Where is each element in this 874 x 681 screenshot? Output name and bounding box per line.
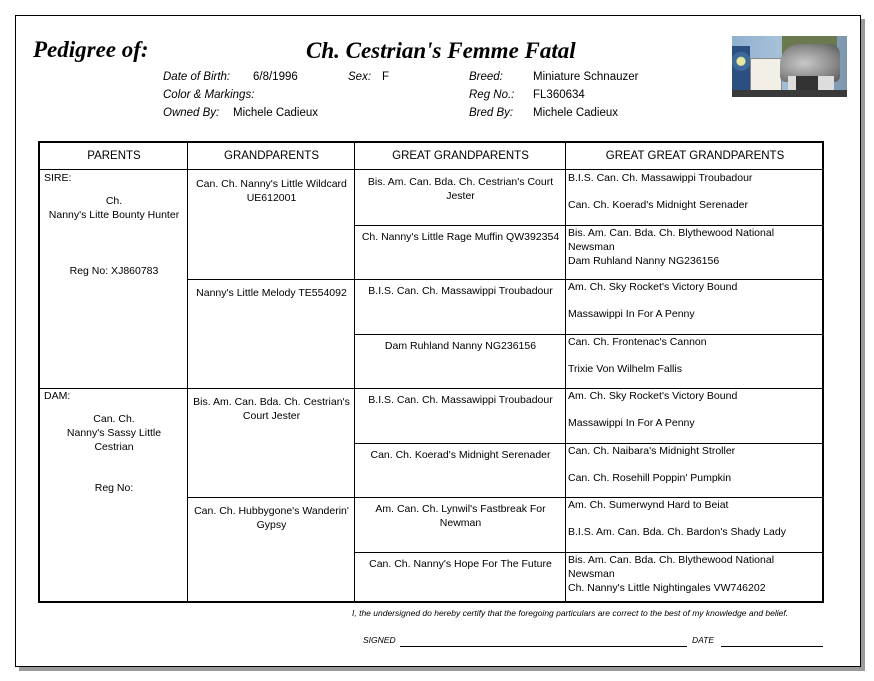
ancestor-name: Trixie Von Wilhelm Fallis bbox=[568, 363, 682, 375]
ancestor-name: B.I.S. Am. Can. Bda. Ch. Bardon's Shady … bbox=[568, 526, 786, 538]
sex-value: F bbox=[382, 71, 390, 83]
grandparent-cell: Nanny's Little Melody TE554092 bbox=[196, 287, 347, 299]
parent-reg: Reg No: bbox=[94, 482, 134, 494]
great-grandparent-cell: B.I.S. Can. Ch. Massawippi Troubadour bbox=[368, 394, 553, 406]
signature-line[interactable] bbox=[400, 646, 687, 647]
color-label: Color & Markings: bbox=[163, 89, 255, 101]
ancestor-name: B.I.S. Can. Ch. Massawippi Troubadour bbox=[568, 172, 753, 184]
reg-label: Reg No.: bbox=[469, 89, 515, 101]
schnauzer-photo-icon bbox=[732, 36, 847, 97]
ancestor-name: Bis. Am. Can. Bda. Ch. Blythewood Nation… bbox=[568, 554, 775, 580]
pedigree-page bbox=[15, 15, 861, 667]
parent-title: Can. Ch. bbox=[93, 413, 135, 425]
grandparent-cell: Can. Ch. Hubbygone's Wanderin' Gypsy bbox=[194, 505, 349, 531]
owned-label: Owned By: bbox=[163, 107, 220, 119]
parent-role: DAM: bbox=[44, 390, 71, 402]
great-grandparent-cell: B.I.S. Can. Ch. Massawippi Troubadour bbox=[368, 285, 553, 297]
reg-value: FL360634 bbox=[533, 89, 585, 101]
ancestor-name: Can. Ch. Naibara's Midnight Stroller bbox=[568, 445, 736, 457]
great-great-grandparent-cell: Am. Ch. Sumerwynd Hard to Beiat B.I.S. Am… bbox=[566, 497, 824, 552]
great-grandparent-cell: Bis. Am. Can. Bda. Ch. Cestrian's Court … bbox=[367, 176, 554, 202]
signed-label: SIGNED bbox=[363, 635, 396, 645]
parent-cell: SIRE: Ch. Nanny's Litte Bounty Hunter Reg N… bbox=[40, 170, 188, 388]
date-label: DATE bbox=[692, 635, 715, 645]
pedigree-table: PARENTS GRANDPARENTS GREAT GRANDPARENTS … bbox=[38, 141, 824, 603]
ancestor-name: Am. Ch. Sumerwynd Hard to Beiat bbox=[568, 499, 729, 511]
pedigree-label: Pedigree of: bbox=[33, 37, 149, 62]
ancestor-name: Can. Ch. Rosehill Poppin' Pumpkin bbox=[568, 472, 732, 484]
great-great-grandparent-cell: B.I.S. Can. Ch. Massawippi Troubadour Can… bbox=[566, 170, 824, 225]
great-grandparent-cell: Ch. Nanny's Little Rage Muffin QW392354 bbox=[361, 231, 560, 243]
ancestor-name: Ch. Nanny's Little Nightingales VW746202 bbox=[568, 582, 766, 594]
parent-reg: Reg No: XJ860783 bbox=[69, 265, 159, 277]
ancestor-name: Bis. Am. Can. Bda. Ch. Blythewood Nation… bbox=[568, 227, 775, 253]
certification-text: I, the undersigned do hereby certify tha… bbox=[352, 608, 789, 618]
great-great-grandparent-cell: Am. Ch. Sky Rocket's Victory Bound Massaw… bbox=[566, 279, 824, 334]
great-grandparent-cell: Am. Can. Ch. Lynwil's Fastbreak For Newm… bbox=[375, 503, 546, 529]
breed-label: Breed: bbox=[469, 71, 503, 83]
dog-name: Ch. Cestrian's Femme Fatal bbox=[306, 38, 576, 63]
great-great-grandparent-cell: Am. Ch. Sky Rocket's Victory Bound Massaw… bbox=[566, 388, 824, 443]
parent-name: Nanny's Sassy Little Cestrian bbox=[66, 427, 162, 453]
owned-value: Michele Cadieux bbox=[233, 107, 319, 119]
sex-label: Sex: bbox=[348, 71, 372, 83]
parent-title: Ch. bbox=[105, 195, 123, 207]
dob-value: 6/8/1996 bbox=[253, 71, 298, 83]
great-great-grandparent-cell: Bis. Am. Can. Bda. Ch. Blythewood Nation… bbox=[566, 225, 824, 280]
header-grandparents: GRANDPARENTS bbox=[188, 143, 355, 170]
great-grandparent-cell: Can. Ch. Nanny's Hope For The Future bbox=[369, 558, 552, 570]
header-great-grandparents: GREAT GRANDPARENTS bbox=[355, 143, 566, 170]
parent-cell: DAM: Can. Ch. Nanny's Sassy Little Cestria… bbox=[40, 388, 188, 606]
great-great-grandparent-cell: Can. Ch. Naibara's Midnight Stroller Can.… bbox=[566, 443, 824, 498]
grandparent-cell: Can. Ch. Nanny's Little Wildcard UE61200… bbox=[196, 178, 347, 204]
header-parents: PARENTS bbox=[40, 143, 188, 170]
parent-role: SIRE: bbox=[44, 172, 72, 184]
parent-name: Nanny's Litte Bounty Hunter bbox=[48, 209, 180, 221]
ancestor-name: Can. Ch. Koerad's Midnight Serenader bbox=[568, 199, 749, 211]
date-line[interactable] bbox=[721, 646, 823, 647]
great-great-grandparent-cell: Can. Ch. Frontenac's Cannon Trixie Von Wi… bbox=[566, 334, 824, 389]
breed-value: Miniature Schnauzer bbox=[533, 71, 639, 83]
great-grandparent-cell: Dam Ruhland Nanny NG236156 bbox=[384, 340, 537, 352]
great-great-grandparent-cell: Bis. Am. Can. Bda. Ch. Blythewood Nation… bbox=[566, 552, 824, 607]
ancestor-name: Massawippi In For A Penny bbox=[568, 308, 695, 320]
ancestor-name: Can. Ch. Frontenac's Cannon bbox=[568, 336, 707, 348]
ancestor-name: Dam Ruhland Nanny NG236156 bbox=[568, 255, 720, 267]
ancestor-name: Am. Ch. Sky Rocket's Victory Bound bbox=[568, 390, 738, 402]
great-grandparent-cell: Can. Ch. Koerad's Midnight Serenader bbox=[370, 449, 551, 461]
dob-label: Date of Birth: bbox=[163, 71, 231, 83]
bred-label: Bred By: bbox=[469, 107, 514, 119]
ancestor-name: Am. Ch. Sky Rocket's Victory Bound bbox=[568, 281, 738, 293]
grandparent-cell: Bis. Am. Can. Bda. Ch. Cestrian's Court … bbox=[193, 396, 350, 422]
bred-value: Michele Cadieux bbox=[533, 107, 619, 119]
header-great-great-grandparents: GREAT GREAT GRANDPARENTS bbox=[566, 143, 824, 170]
ancestor-name: Massawippi In For A Penny bbox=[568, 417, 695, 429]
